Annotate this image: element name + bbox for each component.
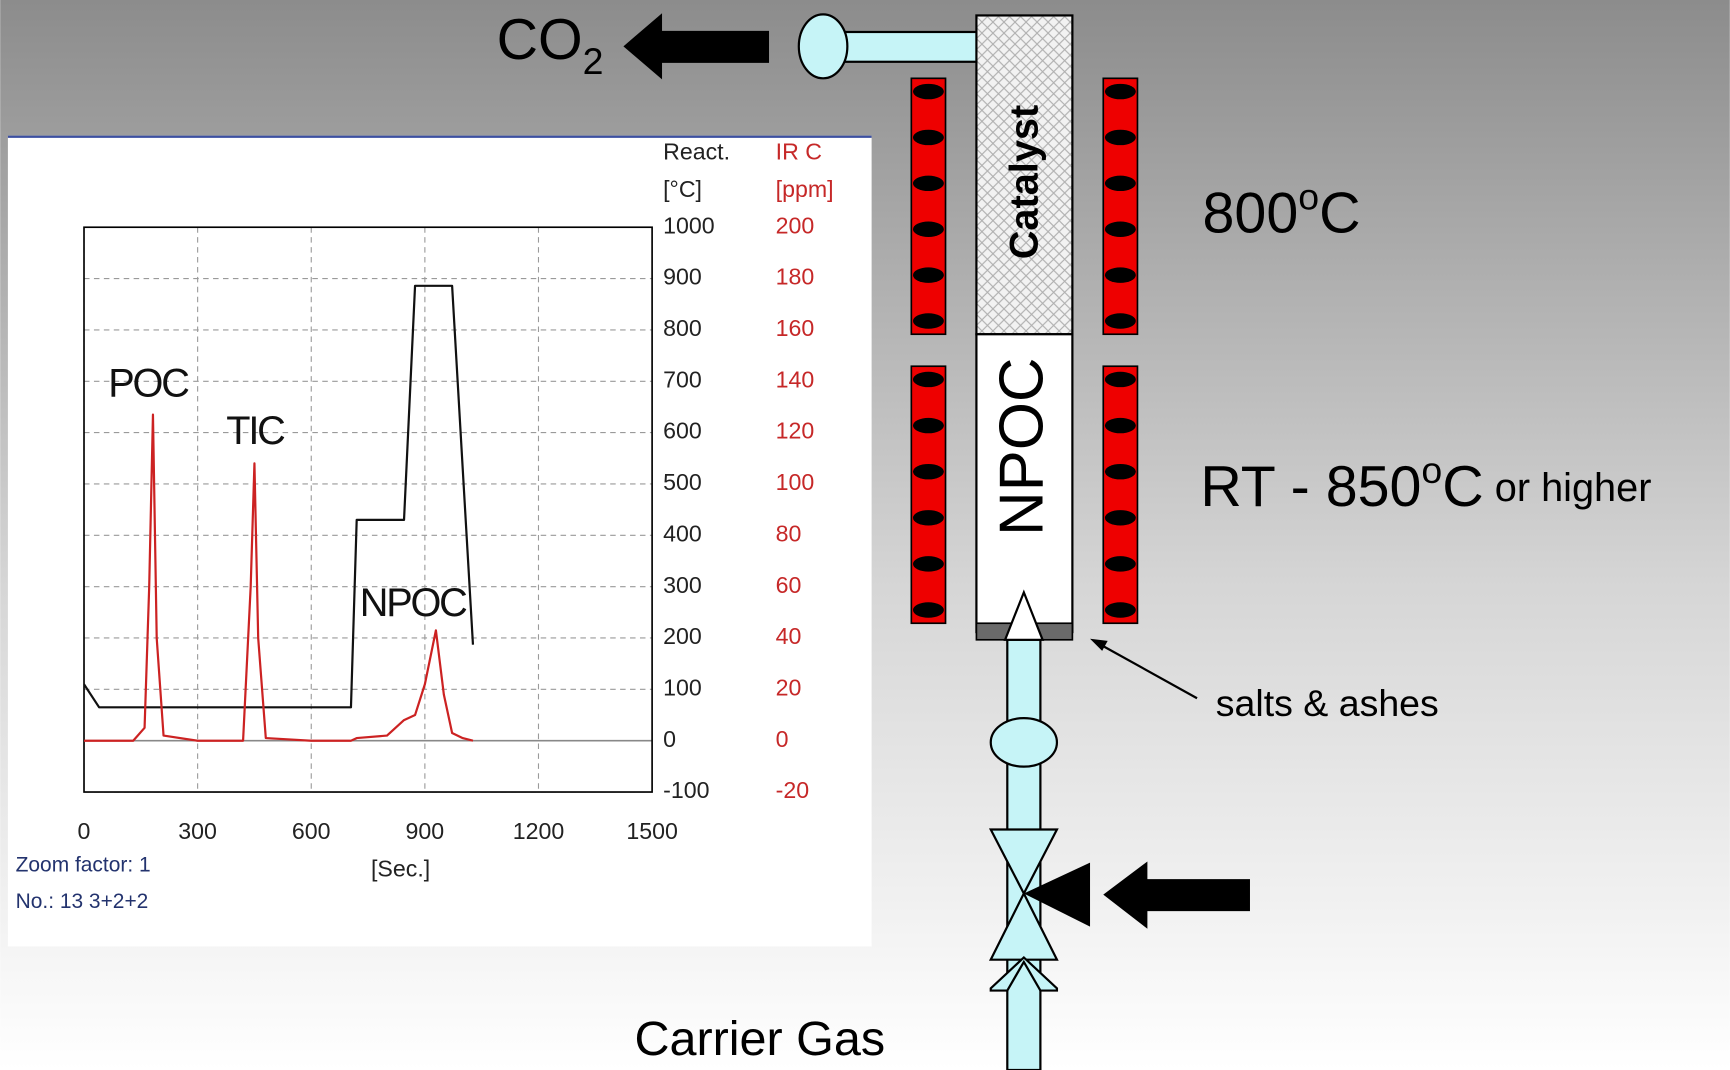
y2-tick-label: 180 [776, 264, 815, 290]
heater-coil [1105, 556, 1136, 571]
y-tick-label: 700 [663, 366, 702, 392]
y2-tick-label: 0 [776, 726, 789, 752]
y2-tick-label: 80 [776, 520, 802, 546]
heater-coil [913, 556, 944, 571]
y-tick-label: 100 [663, 674, 702, 700]
annotation: TIC [226, 409, 285, 453]
note: No.: 13 3+2+2 [16, 890, 149, 913]
x-tick-label: 1500 [626, 818, 678, 844]
heater [911, 366, 945, 623]
heater-coil [1105, 267, 1136, 282]
y-tick-label: 800 [663, 315, 702, 341]
heater-coil [1105, 372, 1136, 387]
heater-coil [913, 464, 944, 479]
y2-tick-label: 200 [776, 212, 815, 238]
heater-coil [913, 267, 944, 282]
sample-label: NPOC [987, 358, 1056, 536]
x-tick-label: 1200 [513, 818, 565, 844]
heater-coil [1105, 222, 1136, 237]
x-tick-label: 900 [406, 818, 445, 844]
annotation: POC [108, 362, 189, 406]
y-tick-label: 500 [663, 469, 702, 495]
outlet-subscript: 2 [583, 40, 604, 82]
y-tick-label: 0 [663, 726, 676, 752]
heater-coil [1105, 464, 1136, 479]
x-axis-title: [Sec.] [371, 855, 430, 881]
y-axis-title: React. [663, 138, 730, 164]
y-tick-label: 900 [663, 264, 702, 290]
note: Zoom factor: 1 [16, 853, 151, 876]
y2-tick-label: -20 [776, 777, 809, 803]
slide: POC TIC NPOC React. [°C] IR C [ppm] [Sec… [0, 0, 1730, 1070]
y2-tick-label: 20 [776, 674, 802, 700]
catalyst-label: Catalyst [1003, 105, 1047, 259]
annotation: NPOC [360, 581, 467, 625]
degree: o [1421, 449, 1442, 491]
heater-coil [1105, 418, 1136, 433]
outlet-text: CO [497, 8, 583, 72]
y-tick-label: 600 [663, 418, 702, 444]
heater-coil [913, 130, 944, 145]
catalyst-temperature: 800oC [1203, 176, 1361, 246]
heater [1103, 366, 1137, 623]
y2-tick-label: 100 [776, 469, 815, 495]
heater [1103, 78, 1137, 334]
y-axis-unit: [°C] [663, 176, 702, 202]
outlet-pipe [839, 32, 978, 62]
y2-tick-label: 60 [776, 572, 802, 598]
heater [911, 78, 945, 334]
y-tick-label: -100 [663, 777, 709, 803]
y-tick-label: 1000 [663, 212, 715, 238]
temp-note: or higher [1484, 466, 1652, 510]
temp-unit: C [1319, 181, 1360, 245]
heater-coil [913, 222, 944, 237]
heater-coil [913, 510, 944, 525]
x-tick-label: 600 [292, 818, 331, 844]
degree: o [1298, 176, 1319, 218]
y2-tick-label: 160 [776, 315, 815, 341]
y-tick-label: 300 [663, 572, 702, 598]
inlet-label: Carrier Gas [634, 1012, 885, 1066]
heater-coil [913, 602, 944, 617]
y-tick-label: 400 [663, 520, 702, 546]
heater-coil [1105, 84, 1136, 99]
residue-label: salts & ashes [1216, 682, 1439, 724]
heater-coil [913, 84, 944, 99]
y2-tick-label: 120 [776, 418, 815, 444]
heater-coil [913, 176, 944, 191]
x-tick-label: 0 [78, 818, 91, 844]
heater-coil [1105, 313, 1136, 328]
heater-coil [1105, 602, 1136, 617]
temp-value: 800 [1203, 181, 1299, 245]
y2-tick-label: 40 [776, 623, 802, 649]
y-tick-label: 200 [663, 623, 702, 649]
y2-tick-label: 140 [776, 366, 815, 392]
inlet-connector [991, 718, 1057, 767]
temp-unit: C [1442, 455, 1483, 519]
heater-coil [1105, 130, 1136, 145]
x-tick-label: 300 [178, 818, 217, 844]
y2-axis-unit: [ppm] [776, 176, 834, 202]
y2-axis-title: IR C [776, 138, 822, 164]
outlet-connector [799, 14, 848, 78]
heater-coil [913, 418, 944, 433]
heater-coil [1105, 510, 1136, 525]
heater-coil [913, 372, 944, 387]
heater-coil [913, 313, 944, 328]
temp-value: RT - 850 [1200, 455, 1421, 519]
chart-panel: POC TIC NPOC React. [°C] IR C [ppm] [Sec… [8, 136, 872, 947]
heater-coil [1105, 176, 1136, 191]
